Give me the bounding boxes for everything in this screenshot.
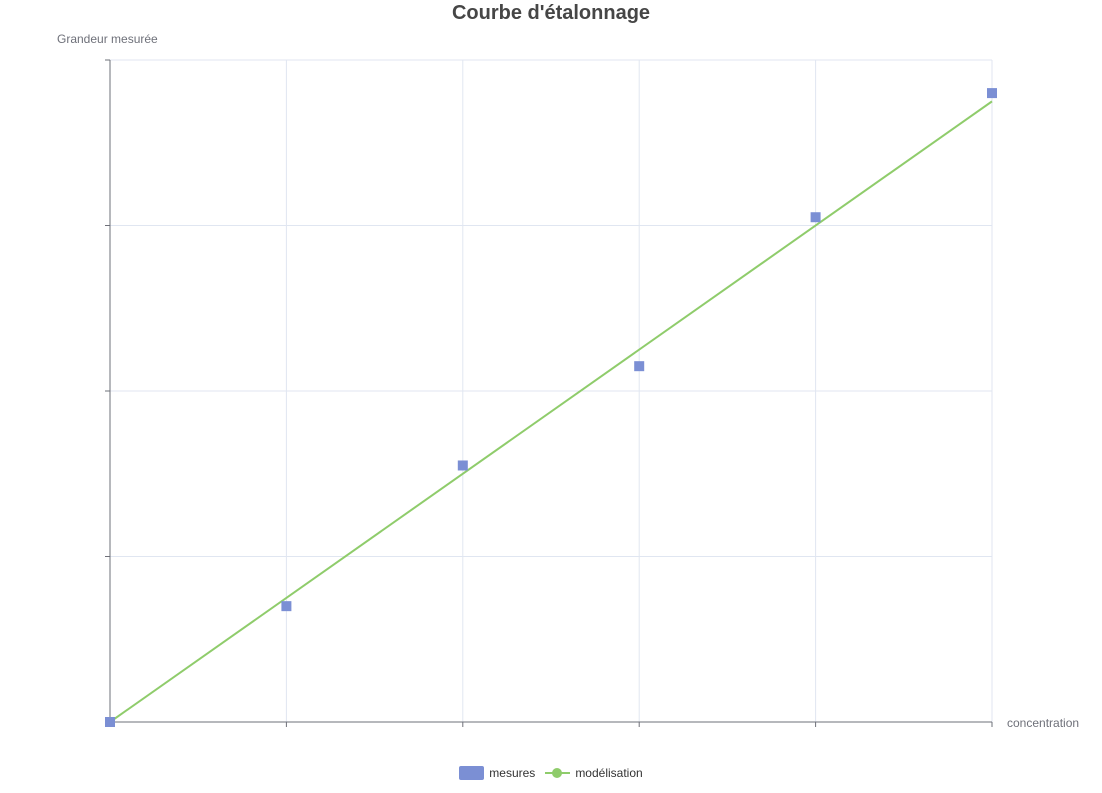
chart-title: Courbe d'étalonnage: [451, 2, 651, 24]
data-point-mesures: [457, 460, 468, 471]
series-line-modelisation: [109, 100, 993, 723]
data-point-mesures: [987, 88, 997, 99]
x-axis-label: concentration: [1007, 716, 1080, 730]
legend-marker-circle: [552, 768, 563, 778]
legend-swatch-modelisation: [545, 766, 571, 780]
legend-item-mesures[interactable]: mesures: [459, 766, 535, 780]
legend-label-mesures: mesures: [489, 766, 536, 780]
legend-item-modelisation[interactable]: modélisation: [545, 766, 643, 780]
data-point-mesures: [105, 717, 115, 727]
data-point-mesures: [810, 212, 821, 223]
data-point-mesures: [634, 361, 645, 372]
legend: mesures modélisation: [0, 766, 1102, 780]
legend-label-modelisation: modélisation: [575, 766, 643, 780]
y-axis-label: Grandeur mesurée: [57, 32, 158, 46]
data-point-mesures: [281, 601, 292, 612]
legend-swatch-mesures: [459, 766, 485, 780]
